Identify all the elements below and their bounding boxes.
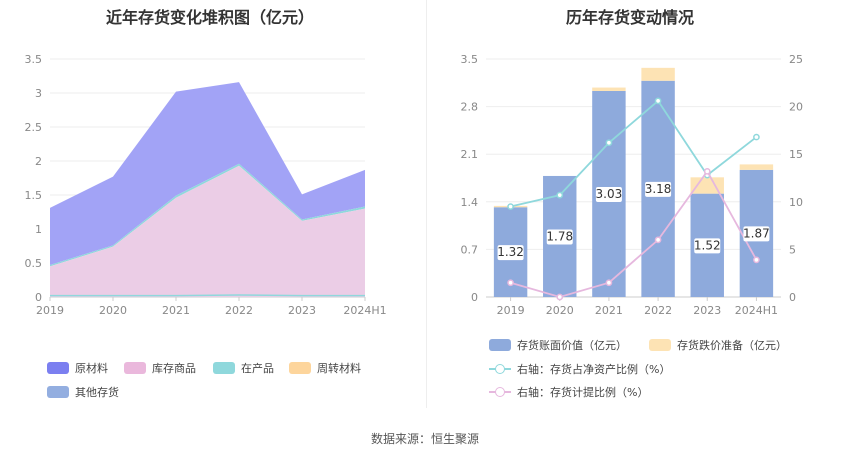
ratio-net-assets-point: [753, 133, 760, 141]
panel-divider: [426, 0, 427, 408]
legend-label: 周转材料: [317, 362, 361, 375]
y-tick-label: 1.4: [461, 196, 479, 209]
y-tick-label: 1: [35, 223, 42, 236]
legend-item-ratio-net-assets[interactable]: 右轴：存货占净资产比例（%）: [489, 361, 670, 377]
data-label-bg: [694, 238, 721, 254]
y2-tick-label: 5: [789, 243, 796, 256]
bar-impairment: [592, 87, 626, 91]
area-goods: [50, 165, 365, 297]
data-source: 数据来源：恒生聚源: [370, 432, 479, 446]
ratio-net-assets-point: [654, 97, 662, 105]
x-tick-label: 2023: [288, 304, 316, 317]
y-tick-label: 3.5: [25, 53, 43, 66]
legend-swatch: [47, 386, 69, 398]
x-tick-label: 2022: [225, 304, 253, 317]
x-tick-label: 2019: [497, 304, 525, 317]
x-tick-label: 2019: [36, 304, 64, 317]
legend-swatch: [649, 339, 671, 351]
bar-impairment: [690, 177, 724, 194]
provision-ratio-point: [605, 279, 613, 287]
x-tick-label: 2021: [162, 304, 190, 317]
legend-swatch: [124, 362, 146, 374]
y2-tick-label: 0: [789, 291, 796, 304]
data-label-bg: [645, 181, 672, 197]
line-wip-base: [50, 294, 365, 297]
legend-label: 其他存货: [75, 386, 119, 399]
x-tick-label: 2020: [99, 304, 127, 317]
legend-label: 右轴：存货计提比例（%）: [517, 386, 649, 399]
x-tick-label: 2020: [546, 304, 574, 317]
legend-item-other[interactable]: 其他存货: [47, 384, 119, 400]
y-tick-label: 3.5: [461, 53, 479, 66]
x-tick-label: 2021: [595, 304, 623, 317]
area-wip: [50, 163, 365, 267]
bar-data-label: 1.32: [497, 245, 524, 259]
x-tick-label: 2024H1: [343, 304, 386, 317]
y-tick-label: 3: [35, 87, 42, 100]
provision-ratio-point: [556, 293, 564, 301]
legend-item-impairment[interactable]: 存货跌价准备（亿元）: [649, 337, 787, 353]
y2-tick-label: 25: [789, 53, 803, 66]
y-tick-label: 0: [471, 291, 478, 304]
area-raw-material: [50, 82, 365, 266]
bar-impairment: [739, 164, 774, 170]
right-bar-line-chart: 0 0 0.7 5 1.4 10 2.1 15 2.8 20 3.5 25 2019 2020 2021 20…: [461, 53, 804, 317]
ratio-net-assets-point: [556, 191, 564, 199]
legend-line-marker: [489, 386, 511, 398]
legend-item-wip[interactable]: 在产品: [213, 360, 274, 376]
provision-ratio-line: [510, 169, 758, 298]
bar-data-label: 3.18: [645, 182, 672, 196]
legend-label: 库存商品: [152, 362, 196, 375]
y-tick-label: 2.1: [461, 148, 479, 161]
y-tick-label: 2.5: [25, 121, 43, 134]
legend-item-provision-ratio[interactable]: 右轴：存货计提比例（%）: [489, 384, 648, 400]
x-tick-label: 2024H1: [735, 304, 778, 317]
ratio-net-assets-point: [605, 139, 613, 147]
legend-label: 在产品: [241, 362, 274, 375]
y2-tick-label: 10: [789, 196, 803, 209]
data-label-bg: [546, 229, 573, 245]
y-tick-label: 0.5: [25, 257, 43, 270]
x-tick-label: 2023: [693, 304, 721, 317]
provision-ratio-point: [507, 279, 514, 287]
left-chart-title: 近年存货变化堆积图（亿元）: [105, 8, 314, 27]
x-tick-label: 2022: [644, 304, 672, 317]
legend-swatch: [47, 362, 69, 374]
legend-swatch: [213, 362, 235, 374]
provision-ratio-point: [654, 236, 662, 244]
legend-swatch: [489, 339, 511, 351]
y-tick-label: 0: [35, 291, 42, 304]
legend-label: 原材料: [75, 362, 108, 375]
ratio-net-assets-line: [510, 99, 757, 208]
ratio-net-assets-point: [507, 203, 514, 210]
bar-data-label: 1.87: [743, 226, 770, 240]
bar-data-label: 1.52: [694, 238, 721, 252]
legend-label: 右轴：存货占净资产比例（%）: [517, 363, 671, 376]
legend-item-book-value[interactable]: 存货账面价值（亿元）: [489, 337, 627, 353]
legend-item-raw-material[interactable]: 原材料: [47, 360, 108, 376]
y-tick-label: 1.5: [25, 189, 43, 202]
legend-item-goods[interactable]: 库存商品: [124, 360, 196, 376]
y2-tick-label: 15: [789, 148, 803, 161]
y-tick-label: 2: [35, 155, 42, 168]
y-tick-label: 0.7: [461, 243, 479, 256]
legend-item-turnover[interactable]: 周转材料: [289, 360, 361, 376]
legend-label: 存货跌价准备（亿元）: [677, 339, 787, 352]
bar-impairment: [641, 67, 675, 81]
data-label-bg: [497, 245, 524, 261]
right-chart-title: 历年存货变动情况: [565, 8, 694, 27]
legend-label: 存货账面价值（亿元）: [517, 339, 627, 352]
data-label-bg: [595, 186, 622, 202]
legend-line-marker: [489, 363, 511, 375]
provision-ratio-point: [703, 167, 711, 175]
bar-data-label: 1.78: [546, 229, 573, 243]
provision-ratio-point: [753, 256, 760, 264]
data-label-bg: [743, 226, 770, 242]
left-stacked-area-chart: 0 0.5 1 1.5 2 2.5 3 3.5 2019 2020 2021 2022 2023 2024…: [25, 53, 387, 317]
legend-swatch: [289, 362, 311, 374]
bar-data-label: 3.03: [596, 187, 623, 201]
y-tick-label: 2.8: [461, 101, 479, 114]
y2-tick-label: 20: [789, 101, 803, 114]
